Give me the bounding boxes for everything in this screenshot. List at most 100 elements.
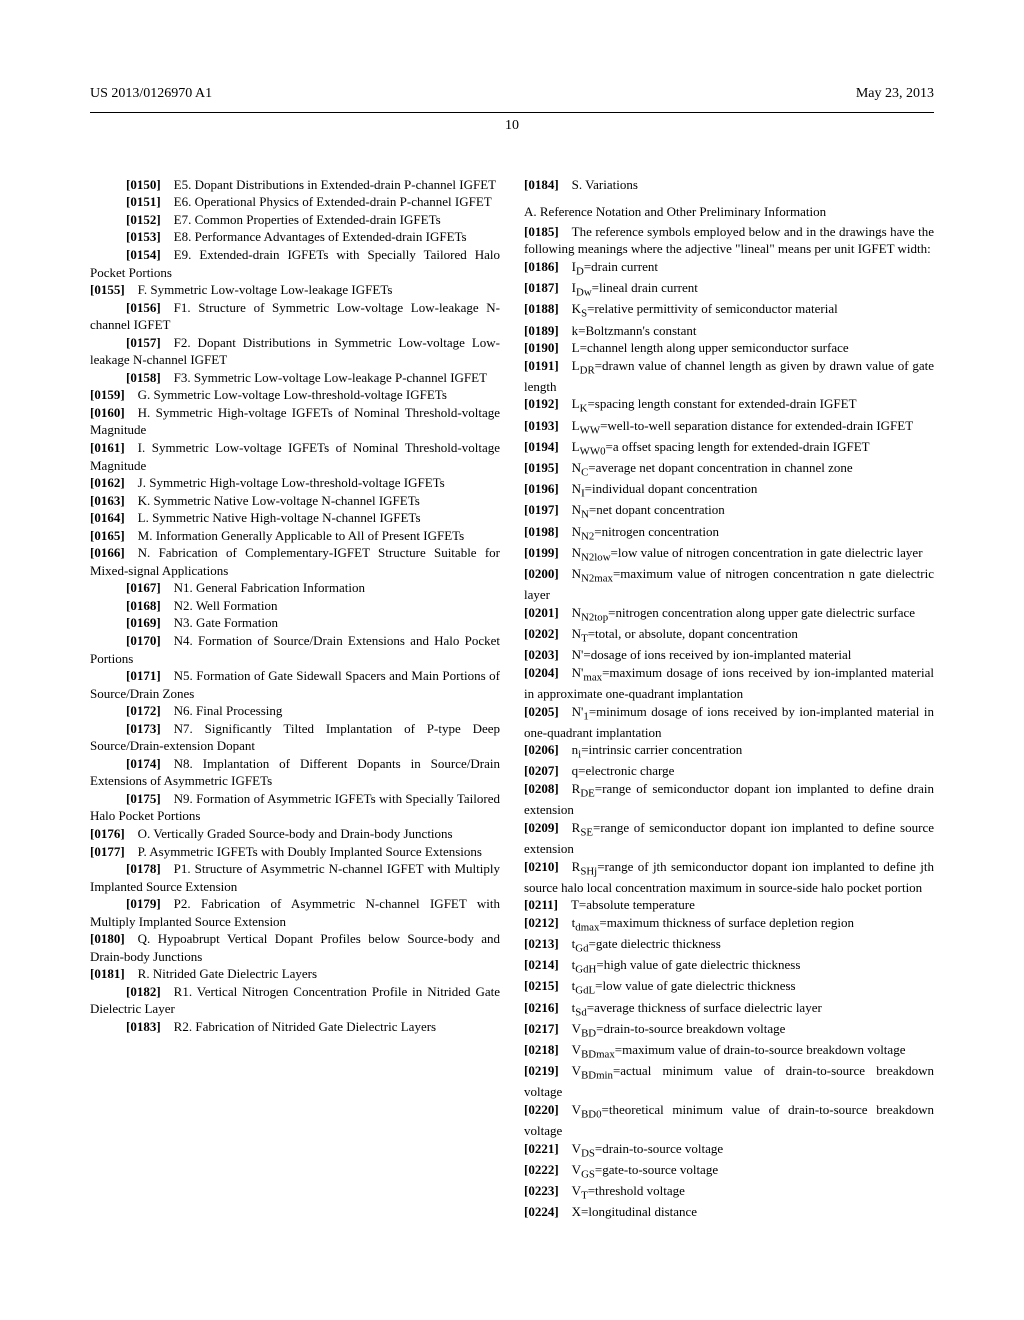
symbol-definition: [0218] VBDmax=maximum value of drain-to-… [524, 1041, 934, 1062]
paragraph-number: [0170] [126, 633, 161, 648]
symbol-definition: [0203] N'=dosage of ions received by ion… [524, 646, 934, 664]
paragraph-number: [0183] [126, 1019, 161, 1034]
symbol-definition: [0217] VBD=drain-to-source breakdown vol… [524, 1020, 934, 1041]
paragraph: [0177] P. Asymmetric IGFETs with Doubly … [90, 843, 500, 861]
symbol-definition: [0190] L=channel length along upper semi… [524, 339, 934, 357]
paragraph-number: [0220] [524, 1102, 559, 1117]
paragraph-number: [0211] [524, 897, 558, 912]
paragraph: [0171] N5. Formation of Gate Sidewall Sp… [90, 667, 500, 702]
paragraph-number: [0224] [524, 1204, 559, 1219]
paragraph-number: [0194] [524, 439, 559, 454]
patent-page: US 2013/0126970 A1 May 23, 2013 10 [0150… [0, 0, 1024, 1281]
paragraph: [0178] P1. Structure of Asymmetric N-cha… [90, 860, 500, 895]
symbol-definition: [0206] ni=intrinsic carrier concentratio… [524, 741, 934, 762]
paragraph: [0170] N4. Formation of Source/Drain Ext… [90, 632, 500, 667]
paragraph-number: [0151] [126, 194, 161, 209]
paragraph-number: [0177] [90, 844, 125, 859]
paragraph-number: [0175] [126, 791, 161, 806]
symbol-definition: [0200] NN2max=maximum value of nitrogen … [524, 565, 934, 604]
paragraph-number: [0156] [126, 300, 161, 315]
paragraph-number: [0199] [524, 545, 559, 560]
paragraph: [0159] G. Symmetric Low-voltage Low-thre… [90, 386, 500, 404]
paragraph: [0167] N1. General Fabrication Informati… [90, 579, 500, 597]
paragraph: [0163] K. Symmetric Native Low-voltage N… [90, 492, 500, 510]
paragraph: [0164] L. Symmetric Native High-voltage … [90, 509, 500, 527]
header-rule [90, 112, 934, 113]
paragraph: [0151] E6. Operational Physics of Extend… [90, 193, 500, 211]
paragraph-number: [0188] [524, 301, 559, 316]
paragraph-number: [0172] [126, 703, 161, 718]
paragraph: [0158] F3. Symmetric Low-voltage Low-lea… [90, 369, 500, 387]
symbol-definition: [0212] tdmax=maximum thickness of surfac… [524, 914, 934, 935]
paragraph-number: [0182] [126, 984, 161, 999]
paragraph-number: [0216] [524, 1000, 559, 1015]
symbol-definition: [0195] NC=average net dopant concentrati… [524, 459, 934, 480]
paragraph-number: [0159] [90, 387, 125, 402]
paragraph-number: [0209] [524, 820, 559, 835]
paragraph-number: [0173] [126, 721, 161, 736]
symbol-definition: [0211] T=absolute temperature [524, 896, 934, 914]
symbol-definition: [0223] VT=threshold voltage [524, 1182, 934, 1203]
symbol-definition: [0199] NN2low=low value of nitrogen conc… [524, 544, 934, 565]
paragraph-number: [0217] [524, 1021, 559, 1036]
paragraph: [0183] R2. Fabrication of Nitrided Gate … [90, 1018, 500, 1036]
paragraph: [0150] E5. Dopant Distributions in Exten… [90, 176, 500, 194]
paragraph-number: [0181] [90, 966, 125, 981]
paragraph: [0168] N2. Well Formation [90, 597, 500, 615]
paragraph: [0160] H. Symmetric High-voltage IGFETs … [90, 404, 500, 439]
paragraph-number: [0167] [126, 580, 161, 595]
paragraph-number: [0185] [524, 224, 559, 239]
paragraph-number: [0197] [524, 502, 559, 517]
symbol-definition: [0191] LDR=drawn value of channel length… [524, 357, 934, 396]
paragraph-number: [0168] [126, 598, 161, 613]
symbol-definition: [0209] RSE=range of semiconductor dopant… [524, 819, 934, 858]
paragraph: [0166] N. Fabrication of Complementary-I… [90, 544, 500, 579]
page-header: US 2013/0126970 A1 May 23, 2013 [90, 85, 934, 104]
symbol-definition: [0213] tGd=gate dielectric thickness [524, 935, 934, 956]
paragraph-number: [0154] [126, 247, 161, 262]
paragraph-number: [0165] [90, 528, 125, 543]
paragraph-number: [0206] [524, 742, 559, 757]
paragraph-number: [0180] [90, 931, 125, 946]
paragraph-number: [0153] [126, 229, 161, 244]
paragraph-number: [0214] [524, 957, 559, 972]
paragraph-number: [0160] [90, 405, 125, 420]
paragraph-number: [0219] [524, 1063, 559, 1078]
paragraph: [0172] N6. Final Processing [90, 702, 500, 720]
paragraph: [0153] E8. Performance Advantages of Ext… [90, 228, 500, 246]
paragraph-number: [0210] [524, 859, 559, 874]
left-column: [0150] E5. Dopant Distributions in Exten… [90, 176, 500, 1221]
publication-number: US 2013/0126970 A1 [90, 85, 212, 104]
symbol-definition: [0215] tGdL=low value of gate dielectric… [524, 977, 934, 998]
paragraph-number: [0157] [126, 335, 161, 350]
page-number: 10 [90, 117, 934, 136]
paragraph: [0180] Q. Hypoabrupt Vertical Dopant Pro… [90, 930, 500, 965]
paragraph-number: [0178] [126, 861, 161, 876]
paragraph-number: [0212] [524, 915, 559, 930]
paragraph-number: [0193] [524, 418, 559, 433]
symbol-definition: [0222] VGS=gate-to-source voltage [524, 1161, 934, 1182]
paragraph-number: [0174] [126, 756, 161, 771]
paragraph-number: [0203] [524, 647, 559, 662]
symbol-definition: [0188] KS=relative permittivity of semic… [524, 300, 934, 321]
paragraph-number: [0201] [524, 605, 559, 620]
paragraph: [0181] R. Nitrided Gate Dielectric Layer… [90, 965, 500, 983]
paragraph-number: [0213] [524, 936, 559, 951]
paragraph: [0184] S. Variations [524, 176, 934, 194]
paragraph-number: [0196] [524, 481, 559, 496]
paragraph: [0169] N3. Gate Formation [90, 614, 500, 632]
paragraph-number: [0222] [524, 1162, 559, 1177]
paragraph-number: [0152] [126, 212, 161, 227]
paragraph-number: [0187] [524, 280, 559, 295]
paragraph-number: [0184] [524, 177, 559, 192]
symbol-definition: [0201] NN2top=nitrogen concentration alo… [524, 604, 934, 625]
symbol-definition: [0204] N'max=maximum dosage of ions rece… [524, 664, 934, 703]
paragraph: [0165] M. Information Generally Applicab… [90, 527, 500, 545]
symbol-definition: [0219] VBDmin=actual minimum value of dr… [524, 1062, 934, 1101]
paragraph: [0173] N7. Significantly Tilted Implanta… [90, 720, 500, 755]
paragraph-number: [0189] [524, 323, 559, 338]
paragraph-number: [0192] [524, 396, 559, 411]
paragraph-number: [0186] [524, 259, 559, 274]
symbol-definition: [0216] tSd=average thickness of surface … [524, 999, 934, 1020]
paragraph-number: [0204] [524, 665, 559, 680]
